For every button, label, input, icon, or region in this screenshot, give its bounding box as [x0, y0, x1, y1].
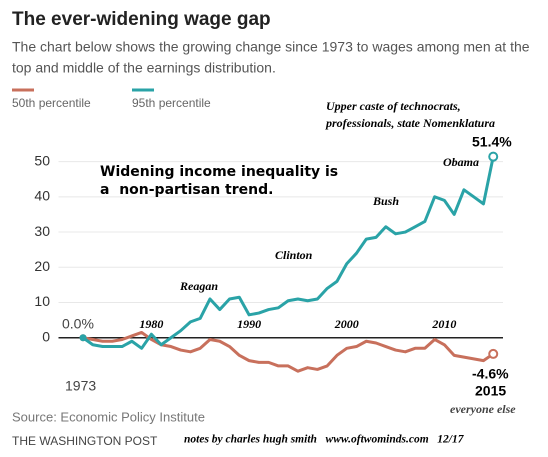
annotation: everyone else: [450, 402, 516, 416]
chart-subtitle: top and middle of the earnings distribut…: [12, 60, 276, 76]
annotation: Widening income inequality is: [100, 164, 338, 180]
x-tick-label: 1980: [139, 317, 163, 331]
x-tick-label: 1990: [237, 317, 261, 331]
y-tick-label: 10: [34, 293, 50, 309]
legend-label: 95th percentile: [132, 96, 211, 110]
annotation: Reagan: [179, 279, 218, 293]
start-marker: [79, 334, 87, 342]
end-marker: [488, 151, 499, 162]
y-tick-label: 30: [34, 223, 50, 239]
source: Source: Economic Policy Institute: [12, 409, 205, 424]
end-marker: [488, 348, 499, 359]
annotation: 0.0%: [62, 316, 94, 332]
annotation: Obama: [443, 155, 479, 169]
notes: notes by charles hugh smith www.oftwomin…: [184, 434, 465, 446]
annotation: Clinton: [275, 248, 313, 262]
annotation: professionals, state Nomenklatura: [325, 116, 495, 130]
annotation: a non-partisan trend.: [100, 182, 273, 198]
annotation: 51.4%: [472, 134, 512, 150]
x-tick-label: 2010: [431, 317, 456, 331]
y-tick-label: 40: [34, 188, 50, 204]
annotation: -4.6%: [472, 366, 509, 382]
legend-label: 50th percentile: [12, 96, 91, 110]
y-tick-label: 20: [34, 258, 50, 274]
chart-subtitle: The chart below shows the growing change…: [12, 39, 530, 55]
x-tick-label: 2000: [334, 317, 359, 331]
annotation: Upper caste of technocrats,: [326, 99, 461, 113]
chart-title: The ever-widening wage gap: [12, 9, 271, 30]
y-tick-label: 50: [34, 152, 50, 168]
annotation: 2015: [475, 383, 506, 399]
publisher: THE WASHINGTON POST: [12, 434, 158, 448]
y-tick-label: 0: [42, 328, 50, 344]
annotation: 1973: [65, 378, 96, 394]
series-line: [82, 330, 495, 373]
series-line: [82, 156, 495, 350]
annotation: Bush: [372, 194, 399, 208]
